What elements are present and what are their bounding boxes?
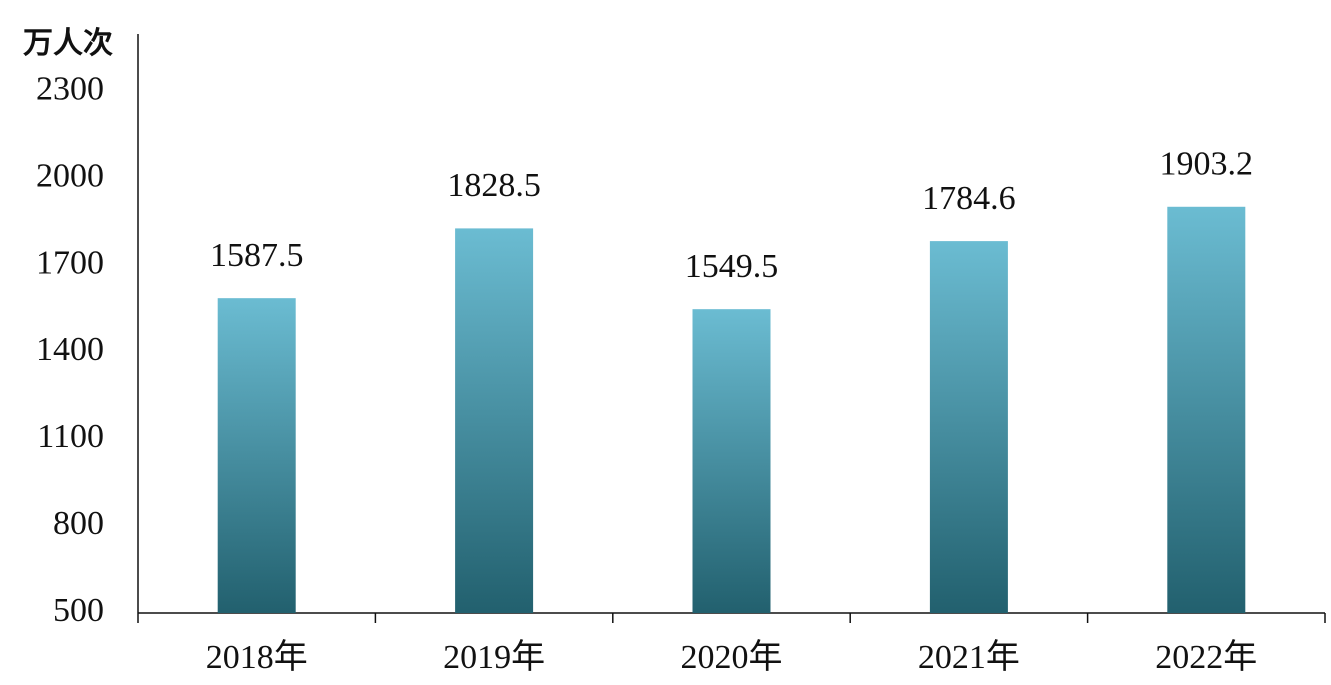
y-axis-label: 万人次 [23, 27, 113, 60]
bar [217, 298, 296, 613]
value-label: 1903.2 [1160, 146, 1254, 183]
x-tick-label: 2022年 [1155, 638, 1257, 676]
y-tick-label: 2000 [36, 158, 104, 195]
y-tick-label: 1700 [36, 244, 104, 281]
value-label: 1587.5 [210, 237, 304, 274]
y-tick-label: 1400 [36, 331, 104, 368]
value-label: 1784.6 [922, 180, 1016, 217]
y-tick-label: 500 [53, 592, 104, 629]
y-tick-label: 1100 [37, 418, 104, 455]
x-tick-label: 2018年 [206, 638, 308, 676]
x-tick-label: 2019年 [443, 638, 545, 676]
y-tick-label: 2300 [36, 71, 104, 108]
bar [692, 309, 771, 613]
bar [455, 228, 534, 614]
x-tick-label: 2021年 [918, 638, 1020, 676]
y-tick-label: 800 [53, 505, 104, 542]
value-label: 1828.5 [447, 167, 541, 204]
bar [1167, 206, 1246, 613]
bar [929, 241, 1008, 613]
value-label: 1549.5 [685, 248, 779, 285]
x-tick-label: 2020年 [681, 638, 783, 676]
